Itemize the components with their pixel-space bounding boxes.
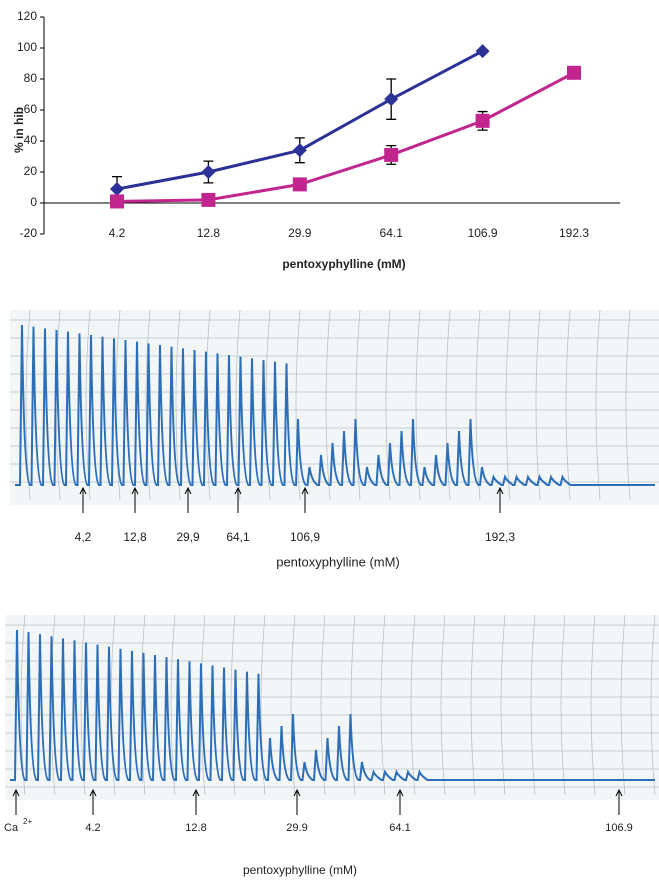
series-line [116, 71, 575, 203]
recordings: 4,2 12,8 29,9 64,1 106,9 192,3 pentoxyphylline… [4, 309, 659, 877]
paper-grid [470, 614, 476, 796]
paper-grid [295, 309, 301, 501]
paper-grid [325, 309, 331, 501]
paper-grid [620, 614, 626, 796]
paper-grid [290, 614, 296, 796]
paper-grid [595, 309, 601, 501]
paper-grid [175, 309, 181, 501]
y-tick-label: 80 [24, 71, 38, 85]
paper-grid [560, 614, 566, 796]
y-tick-label: 40 [24, 133, 38, 147]
paper-grid [505, 309, 511, 501]
x-tick-label: 12.8 [197, 226, 221, 240]
paper-grid [355, 309, 361, 501]
x-tick-label: 64.1 [380, 226, 404, 240]
paper-grid [380, 614, 386, 796]
arrow [192, 788, 200, 815]
marker-label: 64.1 [389, 822, 410, 834]
arrow [184, 486, 192, 513]
marker-label: 64,1 [226, 530, 250, 544]
paper-grid [170, 614, 176, 796]
marker-label: 4.2 [85, 822, 100, 834]
ion-charge: 2+ [23, 817, 32, 826]
point [567, 65, 581, 80]
recording-x-label: pentoxyphylline (mM) [243, 863, 357, 877]
paper-grid [590, 614, 596, 796]
x-tick-label: 29.9 [288, 226, 312, 240]
x-tick-label: 192.3 [559, 226, 589, 240]
trace [15, 324, 655, 486]
arrow [234, 486, 242, 513]
ion-label: Ca [4, 822, 19, 834]
point [110, 194, 124, 209]
paper-grid [565, 309, 571, 501]
paper-grid [140, 614, 146, 796]
marker-label: 106.9 [605, 822, 633, 834]
x-tick-label: 4.2 [109, 226, 126, 240]
marker-label: 106,9 [290, 530, 320, 544]
paper-grid [530, 614, 536, 796]
y-tick-label: 100 [17, 40, 37, 54]
trace [10, 629, 655, 781]
point [292, 143, 307, 158]
x-tick-label: 106.9 [468, 226, 498, 240]
paper-grid [145, 309, 151, 501]
arrow [615, 788, 623, 815]
x-axis-label: pentoxyphylline (mM) [282, 257, 405, 271]
recording-x-label: pentoxyphylline (mM) [276, 554, 400, 569]
y-tick-label: -20 [20, 226, 38, 240]
paper-grid [445, 309, 451, 501]
point [292, 177, 307, 192]
arrow [79, 486, 87, 513]
arrow [89, 788, 97, 815]
marker-label: 12.8 [185, 822, 206, 834]
paper-grid [440, 614, 446, 796]
marker-label: 4,2 [75, 530, 92, 544]
point [110, 182, 124, 197]
y-axis-label: % in hib [12, 107, 26, 153]
y-tick-label: 60 [24, 102, 38, 116]
point [475, 44, 490, 59]
paper-grid [535, 309, 541, 501]
arrow [301, 486, 309, 513]
point [475, 113, 490, 128]
point [384, 92, 399, 107]
y-tick-label: 0 [30, 195, 37, 209]
arrow [396, 788, 404, 815]
marker-label: 29,9 [176, 530, 200, 544]
paper-grid [410, 614, 416, 796]
paper-grid [500, 614, 506, 796]
series-line [116, 49, 484, 191]
paper-grid [350, 614, 356, 796]
marker-label: 12,8 [123, 530, 147, 544]
arrow [496, 486, 504, 513]
marker-label: 29.9 [286, 822, 307, 834]
paper-grid [475, 309, 481, 501]
arrow [293, 788, 301, 815]
y-tick-label: 20 [24, 164, 38, 178]
paper-grid [320, 614, 326, 796]
y-tick-label: 120 [17, 9, 37, 23]
point [201, 165, 216, 179]
point [201, 192, 216, 207]
point [384, 147, 399, 162]
paper-grid [625, 309, 631, 501]
marker-label: 192,3 [485, 530, 515, 544]
arrow [131, 486, 139, 513]
paper-grid [650, 614, 656, 796]
arrow [12, 788, 20, 815]
